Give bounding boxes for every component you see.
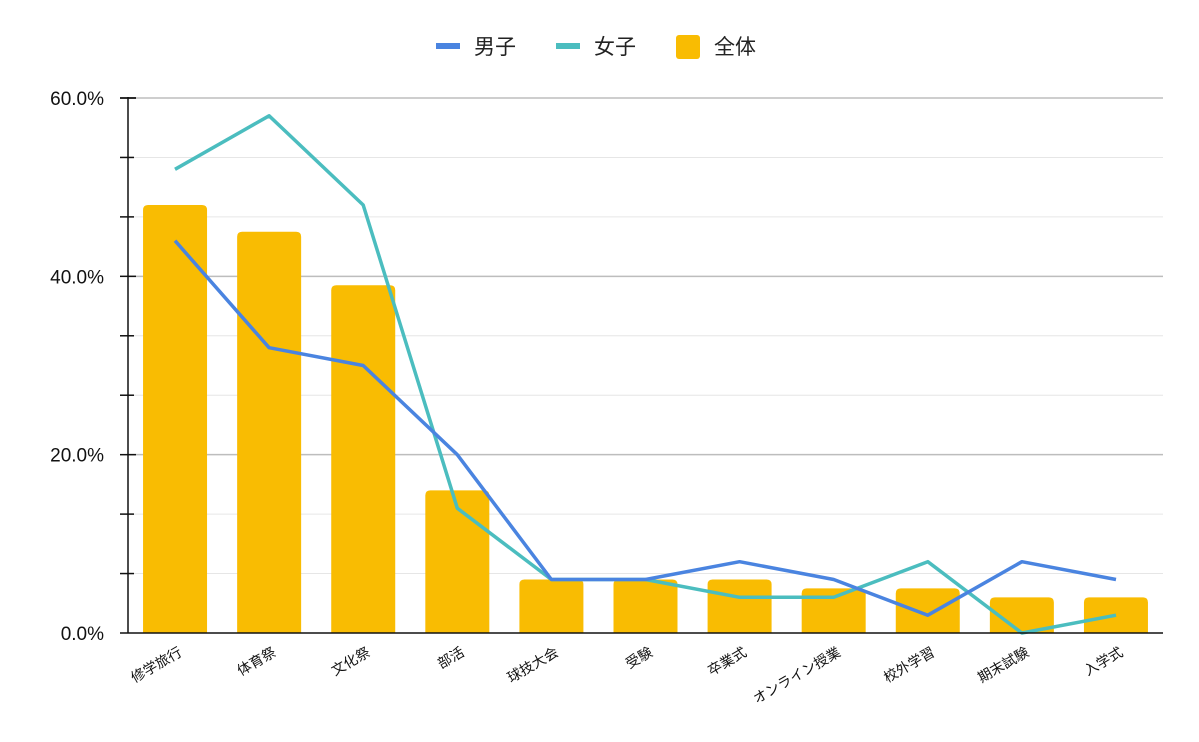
legend-swatch bbox=[436, 43, 460, 49]
x-tick-label: 球技大会 bbox=[505, 645, 561, 687]
bar-校外学習 bbox=[895, 588, 960, 633]
x-tick-label: 卒業式 bbox=[705, 645, 749, 680]
x-tick-label: 期末試験 bbox=[975, 645, 1031, 687]
y-tick-label: 0.0% bbox=[61, 624, 104, 645]
legend: 男子 女子 全体 bbox=[436, 35, 756, 59]
line-series-女子 bbox=[174, 114, 1117, 635]
bar-期末試験 bbox=[989, 597, 1054, 633]
x-tick-label: 受験 bbox=[623, 645, 655, 673]
x-tick-label: 文化祭 bbox=[329, 645, 373, 680]
axes bbox=[120, 97, 1163, 634]
line-series-男子 bbox=[173, 239, 1117, 617]
bar-体育祭 bbox=[237, 231, 302, 633]
bars bbox=[143, 205, 1148, 633]
y-tick-label: 20.0% bbox=[50, 446, 104, 467]
legend-swatch bbox=[676, 35, 700, 59]
legend-label: 女子 bbox=[594, 35, 636, 59]
bar-文化祭 bbox=[331, 285, 396, 633]
y-tick-labels: 0.0% 20.0% 40.0% 60.0% bbox=[50, 89, 104, 645]
x-tick-label: 入学式 bbox=[1082, 645, 1126, 680]
y-tick-label: 40.0% bbox=[50, 267, 104, 288]
series-lines bbox=[173, 114, 1117, 635]
y-tick-label: 60.0% bbox=[50, 89, 104, 110]
bar-修学旅行 bbox=[143, 205, 208, 633]
x-tick-label: 修学旅行 bbox=[129, 645, 185, 687]
x-tick-label: オンライン授業 bbox=[751, 645, 844, 708]
x-tick-labels: 修学旅行 体育祭 文化祭 部活 球技大会 受験 卒業式 オンライン授業 校外学習 期末試験 入学式 bbox=[129, 644, 1126, 708]
x-tick-label: 校外学習 bbox=[881, 644, 938, 687]
bar-部活 bbox=[425, 490, 490, 633]
legend-label: 全体 bbox=[714, 35, 756, 59]
x-tick-label: 体育祭 bbox=[235, 645, 279, 680]
x-tick-label: 部活 bbox=[435, 645, 467, 673]
legend-swatch bbox=[556, 43, 580, 49]
bar-球技大会 bbox=[519, 579, 584, 633]
bar-卒業式 bbox=[707, 579, 772, 633]
bar-受験 bbox=[613, 579, 678, 633]
legend-label: 男子 bbox=[474, 35, 516, 59]
bar-オンライン授業 bbox=[801, 588, 866, 633]
